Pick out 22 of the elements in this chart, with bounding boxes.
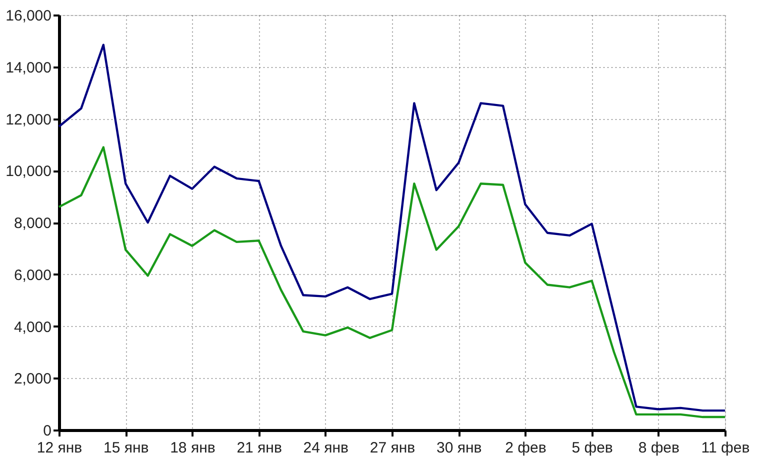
y-tick-label: 4,000 (14, 318, 52, 336)
y-tick-label: 16,000 (6, 8, 52, 24)
x-tick-label: 2 фев (505, 440, 546, 456)
x-tick-label: 15 янв (103, 440, 149, 456)
line-series (58, 146, 726, 418)
y-tick-label: 0 (43, 422, 52, 440)
y-tick-label: 8,000 (14, 215, 52, 232)
x-tick-label: 8 фев (638, 440, 680, 456)
y-tick-label: 2,000 (14, 370, 52, 388)
y-tick-label: 14,000 (6, 59, 52, 76)
y-tick-label: 12,000 (6, 111, 52, 128)
x-tick-label: 12 янв (36, 440, 82, 456)
x-tick-label: 27 янв (370, 440, 416, 456)
x-tick-label: 24 янв (303, 440, 349, 456)
x-tick-label: 11 фев (701, 440, 750, 456)
x-tick-label: 21 янв (236, 440, 282, 456)
line-series (58, 44, 726, 412)
x-tick-label: 30 янв (436, 440, 482, 456)
y-tick-label: 6,000 (14, 266, 52, 284)
y-tick-label: 10,000 (6, 163, 52, 180)
x-tick-label: 5 фев (572, 440, 613, 456)
x-tick-label: 18 янв (170, 440, 216, 456)
